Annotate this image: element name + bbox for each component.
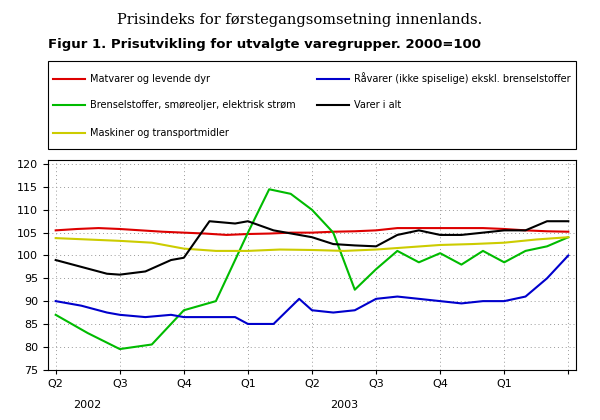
Text: Maskiner og transportmidler: Maskiner og transportmidler: [90, 128, 229, 138]
Text: 2002: 2002: [74, 400, 102, 410]
Text: Varer i alt: Varer i alt: [354, 100, 401, 110]
Text: Brenselstoffer, smøreoljer, elektrisk strøm: Brenselstoffer, smøreoljer, elektrisk st…: [90, 100, 296, 110]
Text: 2003: 2003: [330, 400, 358, 410]
Text: Prisindeks for førstegangsomsetning innenlands.: Prisindeks for førstegangsomsetning inne…: [118, 13, 482, 26]
Text: Råvarer (ikke spiselige) ekskl. brenselstoffer: Råvarer (ikke spiselige) ekskl. brensels…: [354, 73, 571, 84]
Text: Matvarer og levende dyr: Matvarer og levende dyr: [90, 74, 210, 84]
Text: Figur 1. Prisutvikling for utvalgte varegrupper. 2000=100: Figur 1. Prisutvikling for utvalgte vare…: [48, 38, 481, 51]
FancyBboxPatch shape: [48, 61, 576, 149]
